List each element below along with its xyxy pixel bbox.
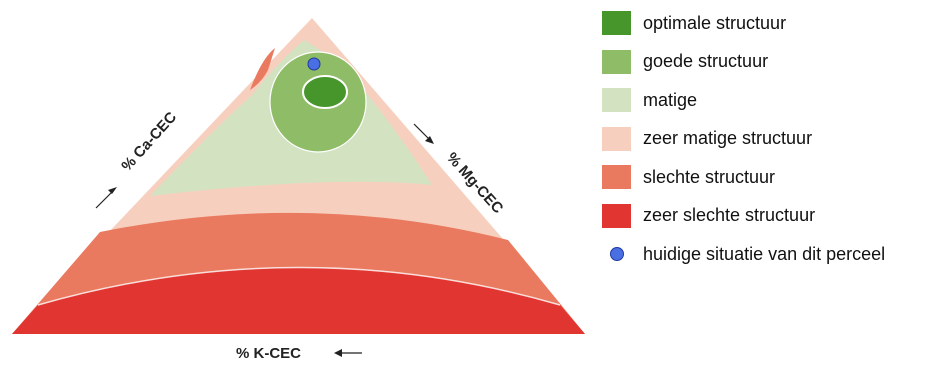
arrow-k-head [334,349,342,357]
zone-slechte-lobe [250,48,275,90]
legend-swatch [602,203,631,228]
legend-swatch [602,126,631,151]
legend-label: optimale structuur [643,12,787,33]
legend-item-optimale: optimale structuur [602,4,937,43]
legend-label: huidige situatie van dit perceel [643,243,886,264]
legend-item-zeer-slechte: zeer slechte structuur [602,197,937,236]
legend-marker [602,247,631,262]
legend-label: slechte structuur [643,166,776,187]
legend: optimale structuur goede structuur matig… [602,4,937,274]
blue-dot-icon [609,247,624,262]
legend-item-huidige-situatie: huidige situatie van dit perceel [602,235,937,274]
legend-item-zeer-matige: zeer matige structuur [602,120,937,159]
legend-label: goede structuur [643,51,769,72]
arrow-mg [413,123,431,141]
legend-label: zeer slechte structuur [643,205,816,226]
legend-item-goede: goede structuur [602,43,937,82]
soil-structure-triangle-diagram: % Ca-CEC % Mg-CEC % K-CEC [12,18,585,362]
arrow-ca-head [108,187,117,194]
legend-swatch [602,11,631,36]
legend-item-slechte: slechte structuur [602,158,937,197]
zone-zeer-slechte [12,267,585,334]
legend-swatch [602,165,631,190]
legend-label: matige [643,89,698,110]
legend-item-matige: matige [602,81,937,120]
axis-label-ca: % Ca-CEC [118,109,180,175]
legend-swatch [602,88,631,113]
axis-label-k: % K-CEC [236,345,301,362]
arrow-mg-head [425,136,434,144]
legend-swatch [602,49,631,74]
current-situation-marker [307,57,321,71]
zone-optimale [302,75,348,109]
zone-boundary-line [37,266,561,306]
legend-label: zeer matige structuur [643,128,813,149]
